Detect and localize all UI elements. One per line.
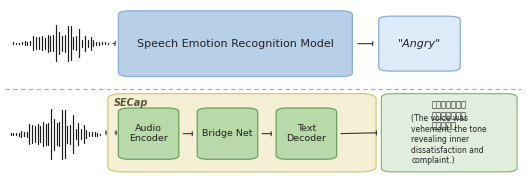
FancyBboxPatch shape (118, 11, 352, 76)
Text: 声音激烈，怒气
一透露出内心的
不满和怨怒: 声音激烈，怒气 一透露出内心的 不满和怨怒 (432, 101, 467, 131)
Text: Text
Decoder: Text Decoder (286, 124, 327, 143)
FancyBboxPatch shape (381, 94, 517, 172)
Text: "Angry": "Angry" (398, 39, 441, 49)
Text: Bridge Net: Bridge Net (202, 129, 253, 138)
FancyBboxPatch shape (276, 108, 337, 159)
FancyBboxPatch shape (108, 94, 376, 172)
FancyBboxPatch shape (197, 108, 258, 159)
Text: SECap: SECap (114, 98, 148, 108)
Text: Audio
Encoder: Audio Encoder (129, 124, 168, 143)
Text: (The voice was
vehement, the tone
revealing inner
dissatisfaction and
complaint.: (The voice was vehement, the tone reveal… (411, 114, 487, 165)
Text: Speech Emotion Recognition Model: Speech Emotion Recognition Model (137, 39, 334, 49)
FancyBboxPatch shape (118, 108, 179, 159)
FancyBboxPatch shape (379, 16, 460, 71)
